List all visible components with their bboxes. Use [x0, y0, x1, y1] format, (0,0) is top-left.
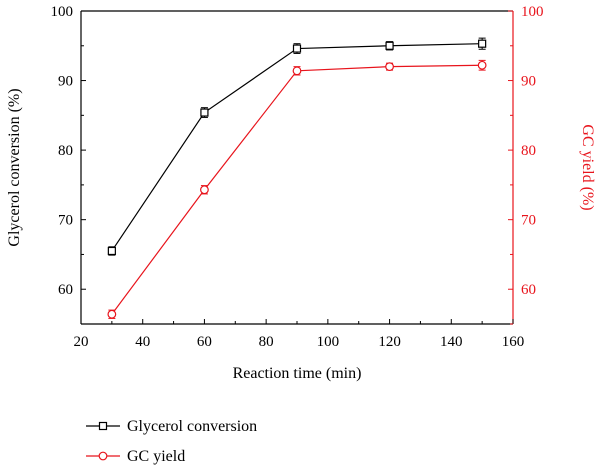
legend-label-glycerol-conversion: Glycerol conversion — [127, 418, 257, 435]
y-right-tick-label: 80 — [521, 143, 536, 159]
x-tick-label: 60 — [197, 334, 212, 350]
y-right-tick-label: 60 — [521, 282, 536, 298]
data-point-square — [478, 39, 487, 48]
x-tick-label: 100 — [317, 334, 340, 350]
legend-square-marker — [98, 421, 108, 431]
data-point-circle — [292, 66, 302, 76]
y-right-tick-label: 100 — [521, 4, 544, 20]
x-tick-label: 140 — [440, 334, 463, 350]
y-left-tick-label: 70 — [58, 213, 73, 229]
ticks: 20 40 60 80 100 120 140 160 60 60 70 70 80 80 90 90 100 1… — [51, 4, 544, 350]
y-right-tick-label: 90 — [521, 74, 536, 90]
series-line-gc-yield — [111, 64, 483, 315]
y-left-tick-label: 60 — [58, 282, 73, 298]
legend-label-gc-yield: GC yield — [127, 448, 185, 465]
series-gc-yield — [107, 59, 487, 319]
series-layer — [107, 37, 487, 319]
y-axis-left-title: Glycerol conversion (%) — [6, 88, 23, 246]
x-tick-label: 40 — [135, 334, 150, 350]
y-axis-right-title: GC yield (%) — [579, 124, 596, 210]
legend-circle-marker — [98, 451, 108, 461]
data-point-square — [292, 44, 302, 53]
data-point-circle — [107, 309, 117, 319]
axes — [80, 10, 514, 325]
data-point-circle — [200, 185, 209, 195]
x-tick-label: 20 — [74, 334, 89, 350]
x-tick-label: 160 — [502, 334, 525, 350]
data-point-square — [107, 246, 116, 256]
legend: Glycerol conversion GC yield — [86, 418, 257, 465]
y-left-tick-label: 100 — [51, 4, 74, 20]
data-point-circle — [385, 62, 394, 72]
x-axis-title: Reaction time (min) — [233, 365, 362, 382]
y-right-tick-label: 70 — [521, 213, 536, 229]
legend-item-gc-yield: GC yield — [86, 448, 185, 465]
y-left-tick-label: 80 — [58, 143, 73, 159]
data-point-square — [385, 41, 394, 50]
legend-item-glycerol-conversion: Glycerol conversion — [86, 418, 257, 435]
data-point-square — [200, 108, 209, 117]
series-glycerol-conversion — [107, 37, 487, 256]
y-left-tick-label: 90 — [58, 74, 73, 90]
x-tick-label: 120 — [378, 334, 401, 350]
data-point-circle — [477, 60, 487, 70]
x-tick-label: 80 — [259, 334, 274, 350]
